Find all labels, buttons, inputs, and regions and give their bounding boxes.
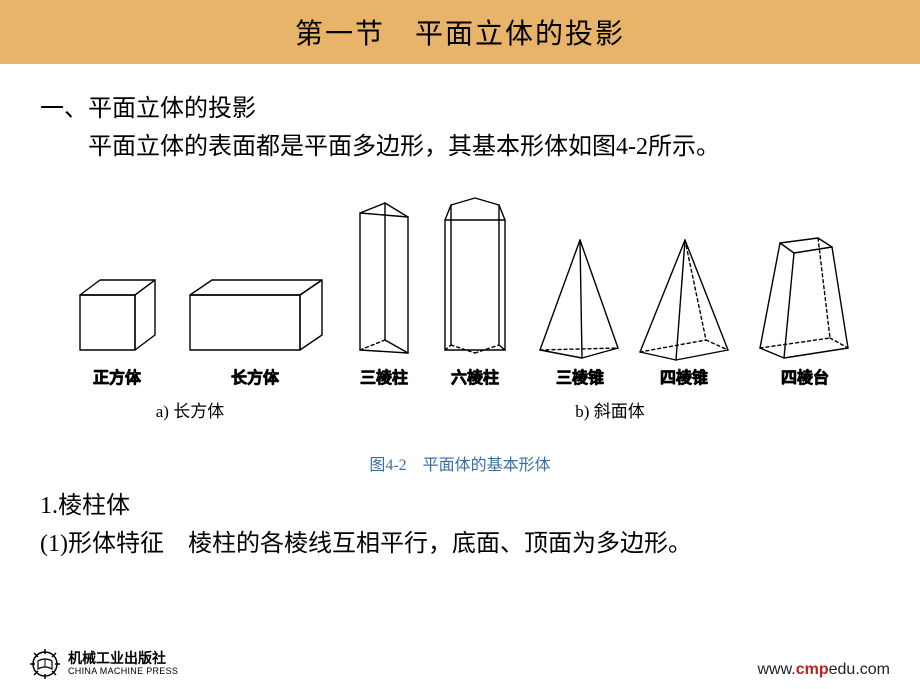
url-suffix: edu.com bbox=[829, 661, 890, 678]
shape-frustum bbox=[760, 238, 848, 358]
label-quad-pyr: 四棱锥 bbox=[660, 369, 708, 387]
label-frustum: 四棱台 bbox=[781, 369, 829, 387]
figure-4-2: 正方体 长方体 三棱柱 bbox=[40, 185, 880, 475]
section-body: 平面立体的表面都是平面多边形，其基本形体如图4-2所示。 bbox=[40, 128, 880, 166]
page-title: 第一节 平面立体的投影 bbox=[295, 12, 625, 52]
publisher-name-cn: 机械工业出版社 bbox=[68, 651, 178, 666]
url-prefix: www. bbox=[757, 661, 795, 678]
url-mid: cmp bbox=[796, 661, 829, 678]
section-heading: 一、平面立体的投影 bbox=[40, 90, 880, 128]
shape-cuboid bbox=[190, 280, 322, 350]
group-label-a: a) 长方体 bbox=[156, 402, 224, 421]
shape-tri-pyramid bbox=[540, 240, 618, 358]
label-tri-prism: 三棱柱 bbox=[360, 369, 408, 387]
subsection: 1.棱柱体 (1)形体特征 棱柱的各棱线互相平行，底面、顶面为多边形。 bbox=[40, 487, 880, 564]
figure-caption: 图4-2 平面体的基本形体 bbox=[369, 451, 550, 475]
title-bar: 第一节 平面立体的投影 bbox=[0, 0, 920, 64]
gear-book-icon bbox=[30, 649, 60, 679]
label-hex-prism: 六棱柱 bbox=[451, 369, 499, 387]
publisher-name-en: CHINA MACHINE PRESS bbox=[68, 667, 178, 677]
label-cube: 正方体 bbox=[93, 369, 141, 387]
publisher-logo: 机械工业出版社 CHINA MACHINE PRESS bbox=[30, 649, 178, 679]
shape-tri-prism bbox=[360, 203, 408, 353]
label-tri-pyr: 三棱锥 bbox=[556, 369, 604, 387]
label-cuboid: 长方体 bbox=[231, 369, 279, 387]
shape-quad-pyramid bbox=[640, 240, 728, 360]
footer: 机械工业出版社 CHINA MACHINE PRESS www.cmpedu.c… bbox=[0, 649, 920, 679]
group-label-b: b) 斜面体 bbox=[575, 402, 644, 421]
shape-cube bbox=[80, 280, 155, 350]
sub1-item: (1)形体特征 棱柱的各棱线互相平行，底面、顶面为多边形。 bbox=[40, 525, 880, 563]
sub1-title: 1.棱柱体 bbox=[40, 487, 880, 525]
publisher-url: www.cmpedu.com bbox=[757, 661, 890, 679]
shape-hex-prism bbox=[445, 198, 505, 353]
shapes-illustration: 正方体 长方体 三棱柱 bbox=[50, 185, 870, 445]
content-area: 一、平面立体的投影 平面立体的表面都是平面多边形，其基本形体如图4-2所示。 正… bbox=[0, 64, 920, 564]
